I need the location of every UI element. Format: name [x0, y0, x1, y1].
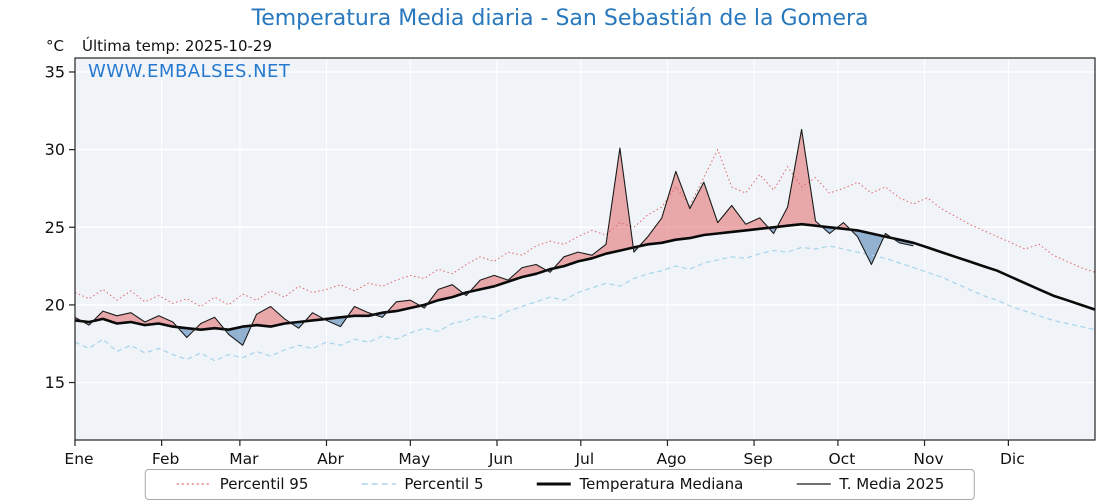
x-tick-label: Nov [913, 450, 943, 468]
plot-frame [74, 57, 1096, 441]
x-tick-label: Jun [488, 450, 513, 468]
axis-labels: 15 20 25 30 35 Ene Feb Mar Abr May Jun Jul Ago Sep Oct… [45, 62, 1025, 468]
gridlines [74, 58, 1095, 440]
legend-item-percentil95: Percentil 95 [176, 475, 309, 493]
mediana-line [74, 222, 1096, 331]
y-tick-label: 15 [45, 373, 65, 392]
watermark-link[interactable]: WWW.EMBALSES.NET [88, 61, 291, 82]
x-tick-label: Ene [64, 450, 93, 468]
legend-label-percentil95: Percentil 95 [219, 475, 309, 493]
y-tick-label: 25 [45, 218, 65, 237]
t-media-2025-line [74, 128, 914, 346]
x-tick-label: Feb [152, 450, 179, 468]
x-tick-label: Mar [229, 450, 259, 468]
last-temp-label: Última temp: 2025-10-29 [82, 37, 273, 55]
legend-item-mediana: Temperatura Mediana [535, 475, 743, 493]
y-tick-label: 30 [45, 140, 65, 159]
chart-title: Temperatura Media diaria - San Sebastián… [251, 6, 869, 31]
legend-item-percentil5: Percentil 5 [360, 475, 483, 493]
x-tick-label: Oct [828, 450, 855, 468]
percentil5-line [74, 245, 1096, 362]
percentil5-line-icon [361, 483, 396, 485]
x-tick-label: Sep [743, 450, 772, 468]
legend-item-t-media-2025: T. Media 2025 [795, 475, 944, 493]
legend-label-percentil5: Percentil 5 [404, 475, 484, 493]
percentil95-line-icon [176, 483, 211, 485]
x-tick-label: Jul [574, 450, 594, 468]
legend: Percentil 95 Percentil 5 Temperatura Med… [144, 469, 976, 500]
x-tick-label: Ago [656, 450, 686, 468]
y-tick-label: 20 [45, 295, 65, 314]
legend-label-mediana: Temperatura Mediana [579, 475, 744, 493]
deviation-bands [75, 129, 914, 346]
legend-label-t-media-2025: T. Media 2025 [839, 475, 945, 493]
percentil95-line [74, 148, 1096, 308]
y-units-label: °C [46, 37, 64, 55]
t-media-2025-line-icon [796, 483, 831, 485]
y-tick-label: 35 [45, 62, 65, 81]
x-tick-label: Dic [1000, 450, 1025, 468]
mediana-line-icon [536, 482, 571, 486]
x-tick-label: May [398, 450, 430, 468]
x-tick-label: Abr [317, 450, 344, 468]
